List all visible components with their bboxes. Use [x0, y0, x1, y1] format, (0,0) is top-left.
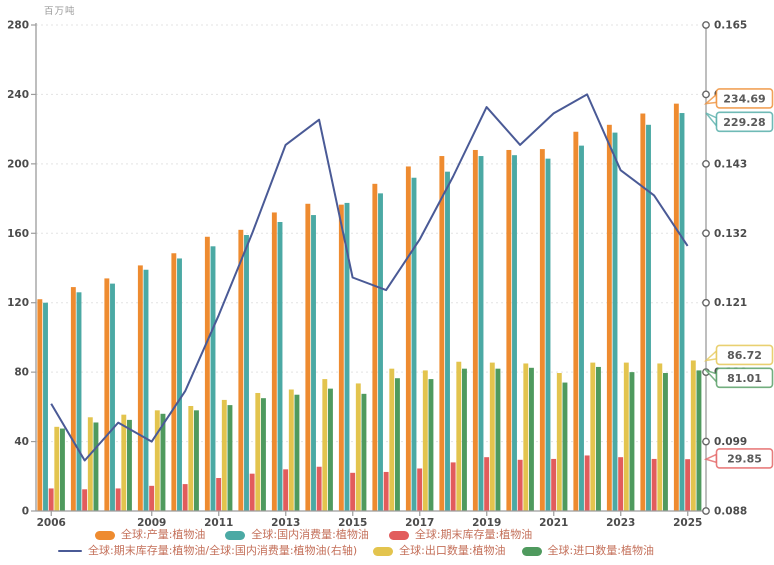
callout-consumption: 229.28 — [705, 111, 774, 133]
svg-text:0.143: 0.143 — [714, 158, 747, 170]
svg-text:0.165: 0.165 — [714, 20, 747, 32]
legend-label-ending-stocks: 全球:期末库存量:植物油 — [414, 528, 533, 541]
svg-text:240: 240 — [7, 89, 29, 101]
svg-text:2023: 2023 — [606, 517, 635, 529]
gridlines — [36, 24, 706, 443]
svg-text:2019: 2019 — [472, 517, 501, 529]
legend-label-consumption: 全球:国内消费量:植物油 — [251, 528, 369, 541]
legend-label-stocks-to-use-ratio: 全球:期末库存量:植物油/全球:国内消费量:植物油(右轴) — [88, 544, 358, 557]
svg-text:280: 280 — [7, 20, 29, 32]
legend-item-consumption[interactable]: 全球:国内消费量:植物油 — [225, 528, 369, 542]
left-axis-unit-label: 百万吨 — [44, 6, 76, 17]
legend-label-exports: 全球:出口数量:植物油 — [399, 544, 506, 557]
legend-item-production[interactable]: 全球:产量:植物油 — [95, 528, 205, 542]
svg-text:160: 160 — [7, 228, 29, 240]
callout-exports: 86.72 — [703, 344, 774, 366]
svg-text:2009: 2009 — [137, 517, 166, 529]
bars-consumption[interactable] — [43, 113, 685, 512]
svg-text:0.132: 0.132 — [714, 228, 747, 240]
legend-color-swatch — [521, 546, 542, 556]
svg-text:200: 200 — [7, 158, 29, 170]
legend-label-production: 全球:产量:植物油 — [121, 528, 206, 541]
svg-text:2017: 2017 — [405, 517, 434, 529]
legend-color-swatch — [373, 546, 394, 556]
svg-text:2021: 2021 — [539, 517, 568, 529]
axes — [35, 23, 707, 512]
legend-item-ending-stocks[interactable]: 全球:期末库存量:植物油 — [388, 528, 533, 542]
callout-imports: 81.01 — [703, 367, 774, 389]
svg-text:2011: 2011 — [204, 517, 233, 529]
bars-production[interactable] — [37, 103, 679, 512]
x-axis-labels: 2006 2009 2011 2013 2015 2017 2019 2021 2023 2025 — [37, 511, 702, 529]
svg-text:234.69: 234.69 — [723, 92, 765, 105]
svg-text:0: 0 — [22, 506, 29, 518]
legend-row-1: 全球:产量:植物油 全球:国内消费量:植物油 全球:期末库存量:植物油 — [0, 527, 774, 543]
svg-text:40: 40 — [14, 436, 29, 448]
callout-ending-stocks: 29.85 — [703, 448, 774, 469]
left-axis-labels: 0 40 80 120 160 200 240 280 — [7, 20, 36, 518]
svg-text:81.01: 81.01 — [727, 372, 762, 385]
svg-text:2013: 2013 — [271, 517, 300, 529]
legend: 全球:产量:植物油 全球:国内消费量:植物油 全球:期末库存量:植物油全球:期末库存… — [0, 527, 774, 559]
legend-item-exports[interactable]: 全球:出口数量:植物油 — [373, 544, 506, 558]
legend-row-2: 全球:期末库存量:植物油/全球:国内消费量:植物油(右轴) 全球:出口数量:植物油… — [0, 543, 774, 559]
svg-text:0.099: 0.099 — [714, 436, 747, 448]
svg-text:0.121: 0.121 — [714, 297, 747, 309]
legend-item-stocks-to-use-ratio[interactable]: 全球:期末库存量:植物油/全球:国内消费量:植物油(右轴) — [58, 544, 357, 558]
svg-text:80: 80 — [14, 367, 29, 379]
legend-item-imports[interactable]: 全球:进口数量:植物油 — [521, 544, 654, 558]
svg-text:229.28: 229.28 — [723, 116, 765, 129]
ratio-line[interactable] — [50, 93, 689, 462]
svg-text:0.088: 0.088 — [714, 506, 747, 518]
svg-text:29.85: 29.85 — [727, 452, 762, 465]
svg-text:2015: 2015 — [338, 517, 367, 529]
legend-label-imports: 全球:进口数量:植物油 — [547, 544, 654, 557]
svg-text:120: 120 — [7, 297, 29, 309]
svg-text:2025: 2025 — [673, 517, 702, 529]
legend-color-swatch — [388, 530, 409, 540]
callout-production: 234.69 — [703, 88, 774, 109]
legend-color-swatch — [225, 530, 246, 540]
bars-exports[interactable] — [54, 360, 696, 511]
svg-text:2006: 2006 — [37, 517, 66, 529]
legend-line-swatch — [58, 549, 82, 553]
bars-ending-stocks[interactable] — [48, 455, 691, 511]
legend-color-swatch — [95, 530, 115, 540]
svg-text:86.72: 86.72 — [727, 349, 762, 362]
bars-imports[interactable] — [60, 366, 702, 512]
